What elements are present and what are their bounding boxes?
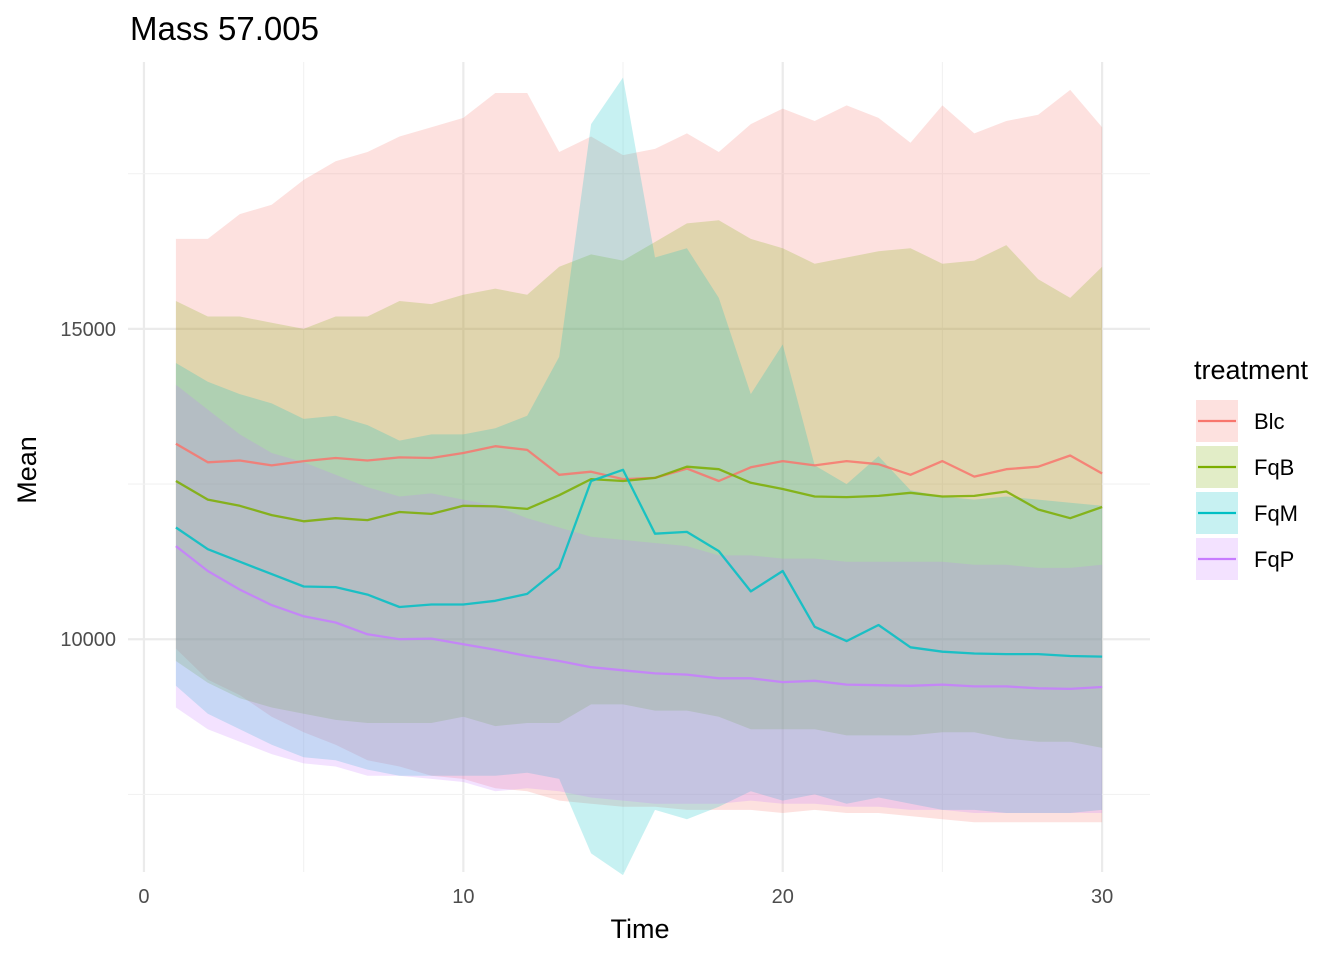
tick-labels: 0 10 20 30 10000 15000: [60, 319, 1113, 908]
ribbon-fqb: [175, 220, 1103, 748]
x-tick-label: 0: [138, 886, 149, 908]
ribbon-fqp: [175, 384, 1103, 813]
y-tick-label: 15000: [60, 319, 116, 341]
legend-label-fqp: FqP: [1254, 547, 1294, 572]
x-tick-label: 30: [1091, 886, 1113, 908]
x-axis-title: Time: [611, 914, 670, 944]
ribbon-fqm: [175, 77, 1103, 876]
y-tick-label: 10000: [60, 629, 116, 651]
ribbon-layer: [175, 77, 1103, 876]
legend-label-blc: Blc: [1254, 409, 1285, 434]
x-tick-label: 20: [772, 886, 794, 908]
line-fqm: [175, 468, 1103, 658]
x-tick-label: 10: [452, 886, 474, 908]
plot-grid: [128, 62, 1150, 872]
legend-title: treatment: [1194, 355, 1309, 385]
legend: treatment Blc FqB FqM FqP: [1194, 355, 1309, 580]
line-fqb: [175, 465, 1103, 523]
line-fqp: [175, 545, 1103, 691]
legend-label-fqm: FqM: [1254, 501, 1298, 526]
legend-label-fqb: FqB: [1254, 455, 1294, 480]
line-layer: [175, 442, 1103, 691]
y-axis-title: Mean: [12, 436, 42, 504]
chart-title: Mass 57.005: [130, 10, 319, 47]
